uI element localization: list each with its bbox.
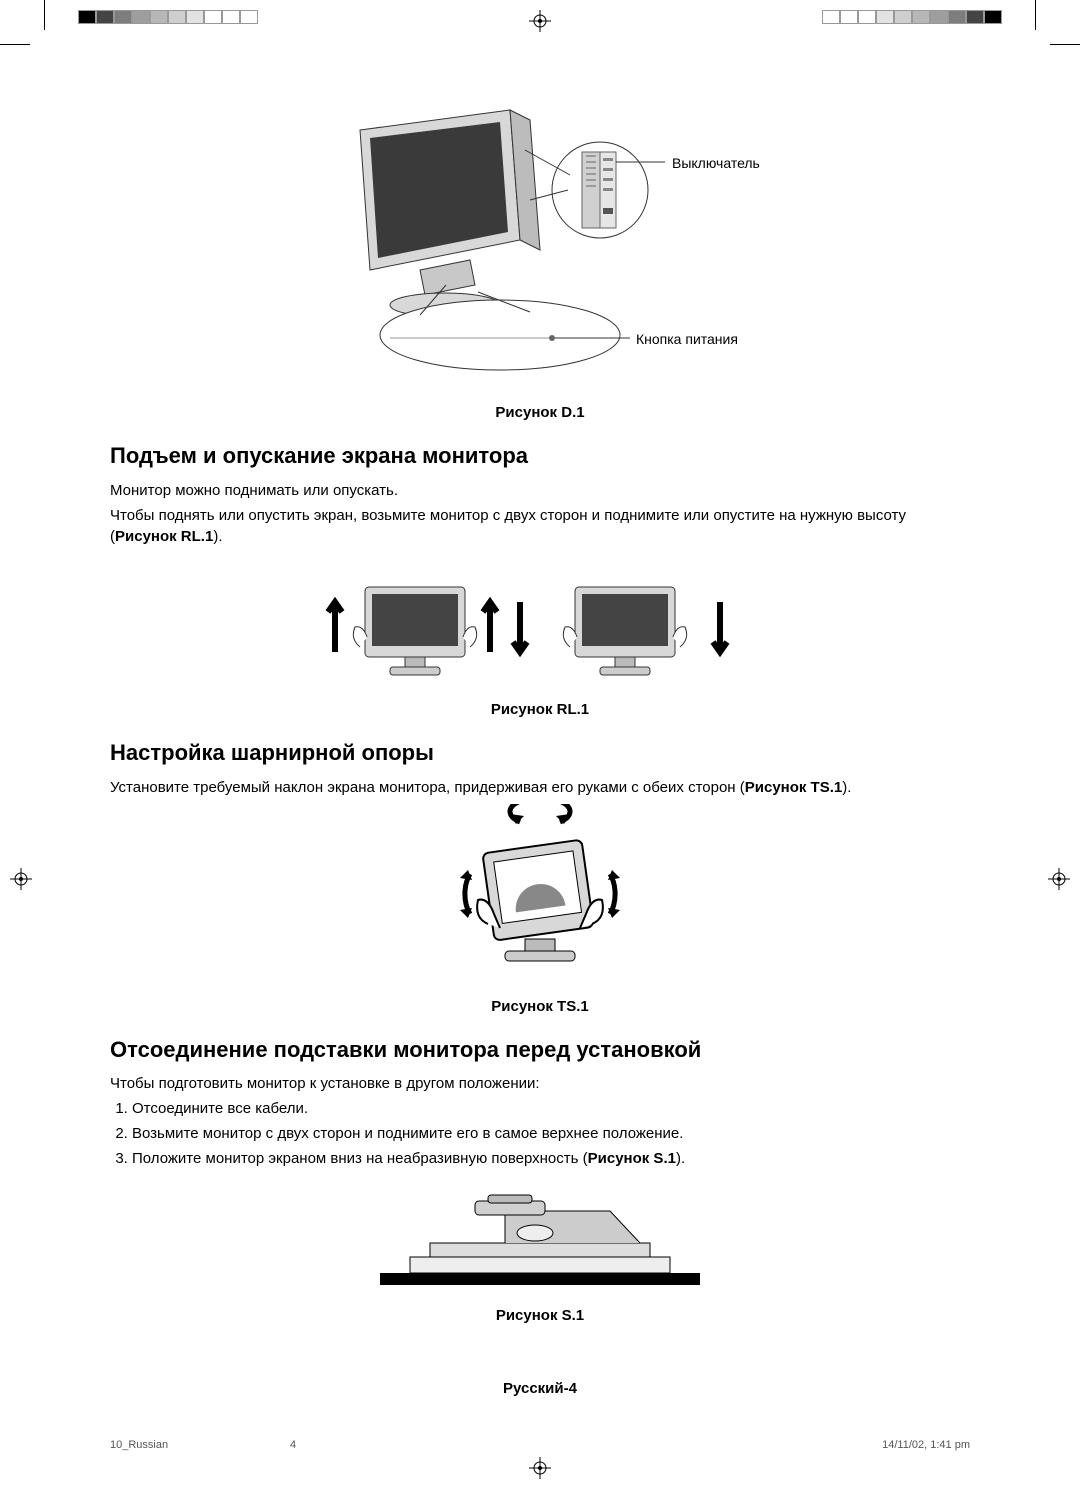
remove-step-1: Отсоедините все кабели. bbox=[132, 1098, 970, 1119]
registration-mark-icon bbox=[1048, 868, 1070, 890]
crop-mark bbox=[44, 0, 45, 30]
tilt-p-a: Установите требуемый наклон экрана монит… bbox=[110, 779, 745, 796]
tilt-illustration-icon bbox=[440, 804, 640, 984]
raise-p2-a: Чтобы поднять или опустить экран, возьми… bbox=[110, 507, 906, 545]
registration-mark-icon bbox=[529, 1457, 551, 1479]
raise-p2: Чтобы поднять или опустить экран, возьми… bbox=[110, 505, 970, 547]
tilt-p: Установите требуемый наклон экрана монит… bbox=[110, 777, 970, 798]
remove-step-2: Возьмите монитор с двух сторон и подними… bbox=[132, 1123, 970, 1144]
remove-step-3: Положите монитор экраном вниз на неабраз… bbox=[132, 1148, 970, 1169]
registration-mark-icon bbox=[10, 868, 32, 890]
remove-intro: Чтобы подготовить монитор к установке в … bbox=[110, 1073, 970, 1094]
remove-step-3ref: Рисунок S.1 bbox=[588, 1150, 676, 1167]
figure-d1-caption: Рисунок D.1 bbox=[110, 402, 970, 423]
crop-mark bbox=[1035, 0, 1036, 30]
color-bar-left bbox=[78, 10, 258, 24]
raise-lower-illustration-icon bbox=[320, 557, 760, 687]
page-content: Выключатель Кнопка питания Рисунок D.1 П… bbox=[110, 90, 970, 1429]
heading-tilt: Настройка шарнирной опоры bbox=[110, 738, 970, 769]
print-footer: 10_Russian 4 14/11/02, 1:41 pm bbox=[110, 1438, 970, 1453]
label-power-button: Кнопка питания bbox=[636, 330, 738, 350]
label-switch: Выключатель bbox=[672, 154, 760, 174]
registration-mark-icon bbox=[529, 10, 551, 32]
figure-rl1: Рисунок RL.1 bbox=[110, 557, 970, 720]
remove-step-3a: Положите монитор экраном вниз на неабраз… bbox=[132, 1150, 588, 1167]
raise-p2-b: ). bbox=[213, 528, 222, 545]
heading-remove-stand: Отсоединение подставки монитора перед ус… bbox=[110, 1035, 970, 1066]
print-footer-mid: 4 bbox=[290, 1438, 296, 1453]
facedown-illustration-icon bbox=[380, 1183, 700, 1293]
remove-step-3b: ). bbox=[676, 1150, 685, 1167]
figure-d1: Выключатель Кнопка питания Рисунок D.1 bbox=[110, 90, 970, 423]
crop-mark bbox=[1050, 44, 1080, 45]
figure-ts1: Рисунок TS.1 bbox=[110, 804, 970, 1017]
crop-mark bbox=[0, 44, 30, 45]
tilt-p-ref: Рисунок TS.1 bbox=[745, 779, 843, 796]
print-footer-right: 14/11/02, 1:41 pm bbox=[882, 1438, 970, 1453]
color-bar-right bbox=[822, 10, 1002, 24]
figure-s1-caption: Рисунок S.1 bbox=[110, 1305, 970, 1326]
figure-rl1-caption: Рисунок RL.1 bbox=[110, 699, 970, 720]
raise-p2-ref: Рисунок RL.1 bbox=[115, 528, 213, 545]
page-number-footer: Русский-4 bbox=[0, 1378, 1080, 1399]
tilt-p-b: ). bbox=[842, 779, 851, 796]
heading-raise-lower: Подъем и опускание экрана монитора bbox=[110, 441, 970, 472]
raise-p1: Монитор можно поднимать или опускать. bbox=[110, 480, 970, 501]
print-footer-left: 10_Russian bbox=[110, 1438, 168, 1453]
figure-s1: Рисунок S.1 bbox=[110, 1183, 970, 1326]
figure-ts1-caption: Рисунок TS.1 bbox=[110, 996, 970, 1017]
remove-steps-list: Отсоедините все кабели. Возьмите монитор… bbox=[132, 1098, 970, 1169]
